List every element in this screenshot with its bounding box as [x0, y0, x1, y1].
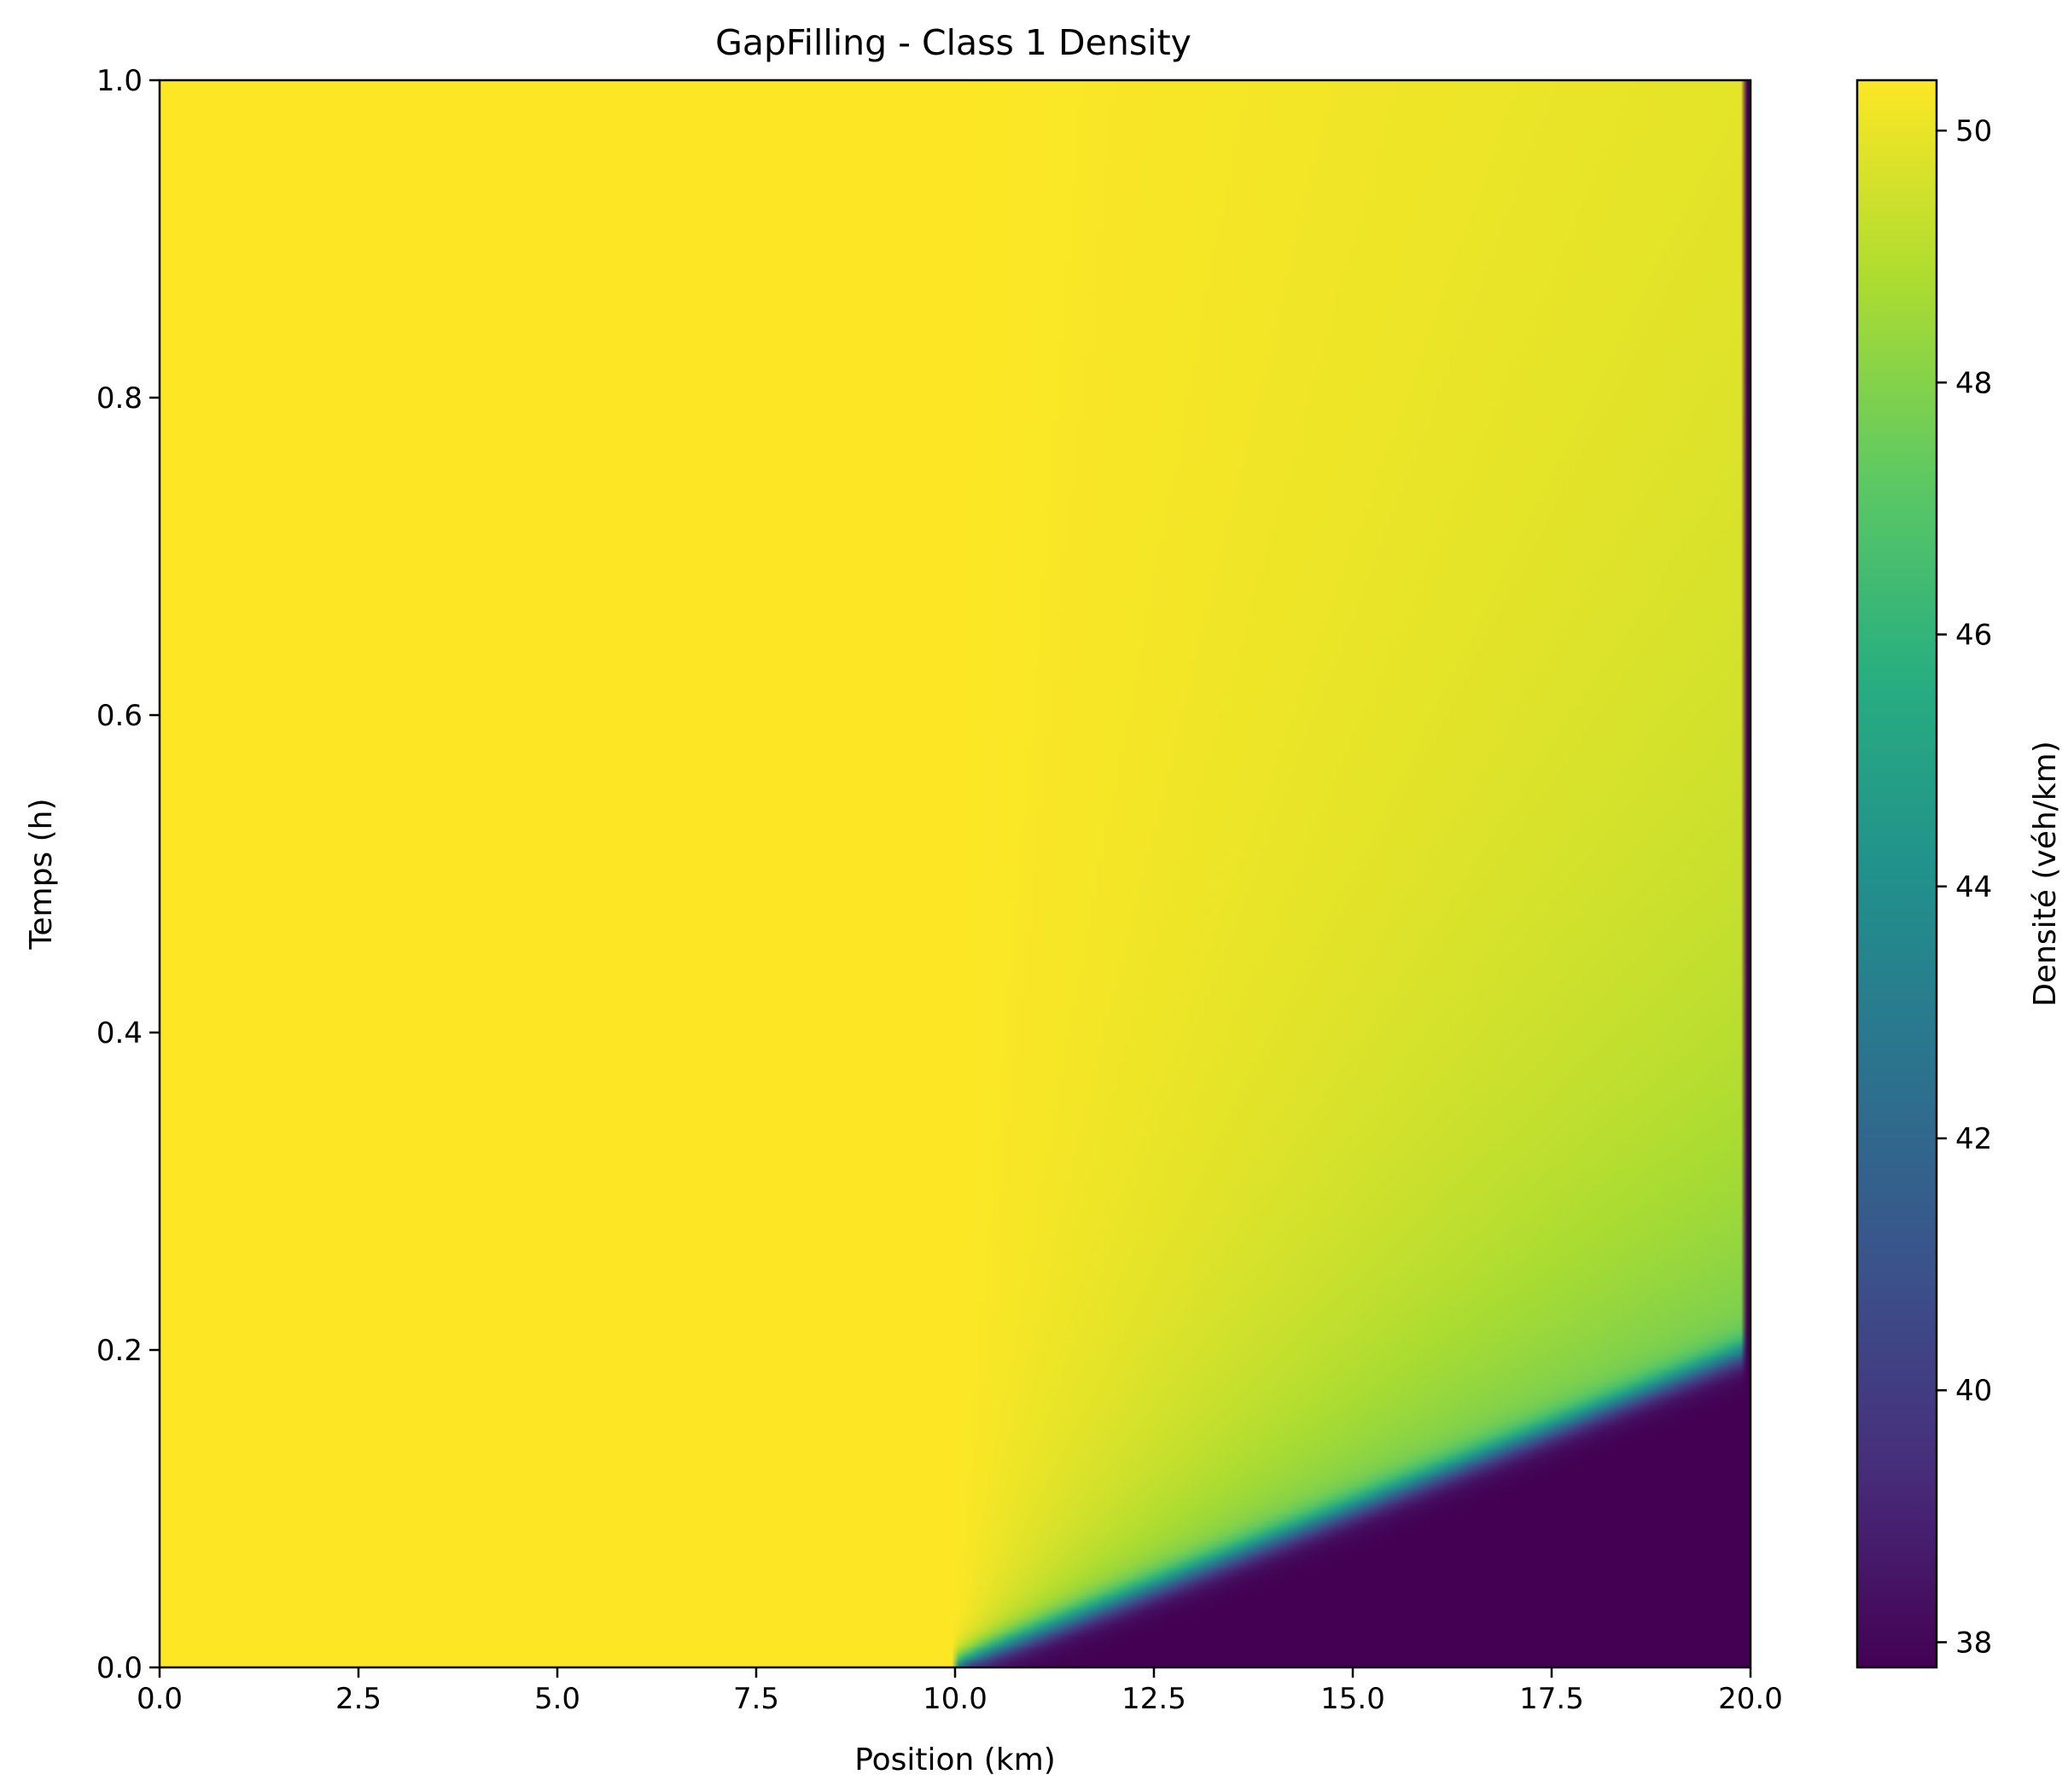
x-tick-label: 0.0	[137, 1682, 183, 1716]
colorbar-tick-label: 38	[1955, 1626, 1992, 1660]
y-axis-label: Temps (h)	[24, 798, 59, 950]
y-tick-label: 0.8	[96, 381, 143, 416]
colorbar-tick-label: 42	[1955, 1122, 1992, 1156]
colorbar-tick-label: 40	[1955, 1374, 1992, 1408]
x-tick-label: 17.5	[1519, 1682, 1584, 1716]
x-axis-label: Position (km)	[854, 1743, 1056, 1777]
y-axis-ticks: 0.0 0.2 0.4 0.6 0.8 1.0	[96, 64, 160, 1685]
y-tick-label: 0.4	[96, 1016, 143, 1050]
colorbar-tick-label: 50	[1955, 114, 1992, 148]
x-tick-label: 2.5	[335, 1682, 382, 1716]
y-tick-label: 0.0	[96, 1651, 143, 1685]
density-field-image	[160, 80, 1751, 1667]
y-tick-label: 0.2	[96, 1334, 143, 1368]
x-tick-label: 20.0	[1718, 1682, 1783, 1716]
density-heatmap	[160, 80, 1751, 1667]
colorbar-tick-label: 46	[1955, 619, 1992, 653]
x-axis-ticks: 0.0 2.5 5.0 7.5 10.0 12.5 15.0 17.5 20.0	[137, 1667, 1783, 1716]
x-tick-label: 5.0	[534, 1682, 580, 1716]
x-tick-label: 12.5	[1121, 1682, 1186, 1716]
x-tick-label: 10.0	[923, 1682, 987, 1716]
y-tick-label: 0.6	[96, 699, 143, 733]
y-tick-label: 1.0	[96, 64, 143, 98]
chart-title: GapFilling - Class 1 Density	[715, 22, 1191, 63]
x-tick-label: 15.0	[1320, 1682, 1385, 1716]
colorbar-tick-label: 48	[1955, 366, 1992, 400]
colorbar	[1855, 79, 1938, 1669]
colorbar-tick-label: 44	[1955, 870, 1992, 905]
colorbar-ticks: 38 40 42 44 46 48 50	[1937, 114, 1992, 1660]
x-tick-label: 7.5	[733, 1682, 779, 1716]
colorbar-label: Densité (véh/km)	[2028, 741, 2063, 1007]
